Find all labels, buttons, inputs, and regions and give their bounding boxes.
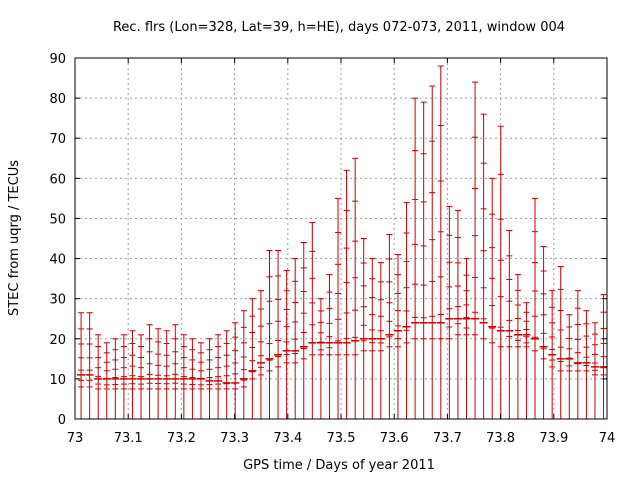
error-bar — [488, 177, 497, 419]
error-bar — [393, 254, 402, 419]
error-bar — [471, 81, 480, 419]
x-tick-label: 73.5 — [327, 431, 356, 446]
error-bar — [299, 242, 308, 419]
y-tick-label: 20 — [49, 333, 66, 348]
error-bar — [119, 334, 128, 419]
x-tick-label: 73.3 — [220, 431, 249, 446]
error-bar — [436, 65, 445, 419]
error-bar — [590, 322, 599, 419]
error-bar — [77, 312, 86, 419]
error-bar — [342, 169, 351, 419]
error-bar — [94, 334, 103, 419]
error-bar — [513, 274, 522, 419]
y-tick-label: 10 — [49, 373, 66, 388]
error-bar — [231, 322, 240, 419]
y-tick-label: 0 — [58, 413, 66, 428]
error-bar — [505, 229, 514, 419]
x-tick-label: 73.6 — [380, 431, 409, 446]
error-bar — [385, 233, 394, 419]
error-bar — [582, 310, 591, 419]
error-bar — [316, 298, 325, 419]
error-bar — [368, 258, 377, 419]
y-axis-label: STEC from uqrg / TECUs — [7, 160, 22, 316]
chart-title: Rec. flrs (Lon=328, Lat=39, h=HE), days … — [113, 20, 565, 35]
error-bar — [462, 258, 471, 419]
y-tick-label: 70 — [49, 132, 66, 147]
x-tick-label: 73.7 — [433, 431, 462, 446]
error-bar — [137, 334, 146, 419]
y-tick-label: 30 — [49, 293, 66, 308]
x-tick-label: 73.4 — [273, 431, 302, 446]
x-axis-ticks: 73 73.1 73.2 73.3 73.4 73.5 73.6 73.7 73.8 73.9 74 — [67, 58, 616, 446]
error-bar — [256, 290, 265, 419]
error-bar — [351, 157, 360, 419]
x-tick-label: 73.8 — [486, 431, 515, 446]
error-bar — [196, 342, 205, 419]
error-bar — [291, 258, 300, 419]
x-tick-label: 73 — [67, 431, 84, 446]
error-bar — [205, 338, 214, 419]
error-bar — [531, 197, 540, 419]
x-tick-label: 74 — [599, 431, 616, 446]
error-bar — [445, 205, 454, 419]
x-axis-label: GPS time / Days of year 2011 — [243, 458, 435, 473]
error-bar — [479, 113, 488, 419]
error-bar — [539, 246, 548, 419]
error-bar — [573, 290, 582, 419]
y-tick-label: 80 — [49, 92, 66, 107]
error-bar — [522, 302, 531, 419]
x-tick-label: 73.1 — [114, 431, 143, 446]
error-bar — [154, 328, 163, 419]
y-tick-label: 40 — [49, 253, 66, 268]
error-bar — [308, 221, 317, 419]
error-bar — [411, 97, 420, 419]
error-bar — [85, 312, 94, 419]
error-bar — [145, 324, 154, 419]
error-bar — [556, 266, 565, 419]
error-bar — [325, 274, 334, 419]
error-bar — [248, 298, 257, 419]
y-tick-label: 90 — [49, 52, 66, 67]
error-bar-series — [77, 65, 608, 419]
error-bar — [188, 338, 197, 419]
error-bar — [599, 294, 608, 419]
y-tick-label: 60 — [49, 172, 66, 187]
error-bar — [128, 330, 137, 419]
error-bar — [453, 209, 462, 419]
error-bar — [402, 201, 411, 419]
error-bar — [265, 250, 274, 419]
error-bar — [214, 334, 223, 419]
error-bar — [428, 85, 437, 419]
error-bar — [102, 342, 111, 419]
error-bar — [171, 324, 180, 419]
error-bar — [111, 338, 120, 419]
error-bar — [548, 290, 557, 419]
error-bar — [239, 310, 248, 419]
x-tick-label: 73.2 — [167, 431, 196, 446]
y-tick-label: 50 — [49, 212, 66, 227]
error-bar — [376, 262, 385, 419]
error-bar — [334, 197, 343, 419]
y-axis-ticks: 0 10 20 30 40 50 60 70 80 90 — [49, 52, 607, 428]
error-bar — [565, 314, 574, 419]
error-bar — [222, 330, 231, 419]
error-bar — [162, 330, 171, 419]
error-bar — [496, 125, 505, 419]
error-bar — [274, 250, 283, 419]
error-bar — [359, 238, 368, 419]
error-bar — [282, 270, 291, 419]
error-bar — [419, 101, 428, 419]
grid-lines — [75, 58, 607, 419]
error-bar — [179, 334, 188, 419]
x-tick-label: 73.9 — [539, 431, 568, 446]
